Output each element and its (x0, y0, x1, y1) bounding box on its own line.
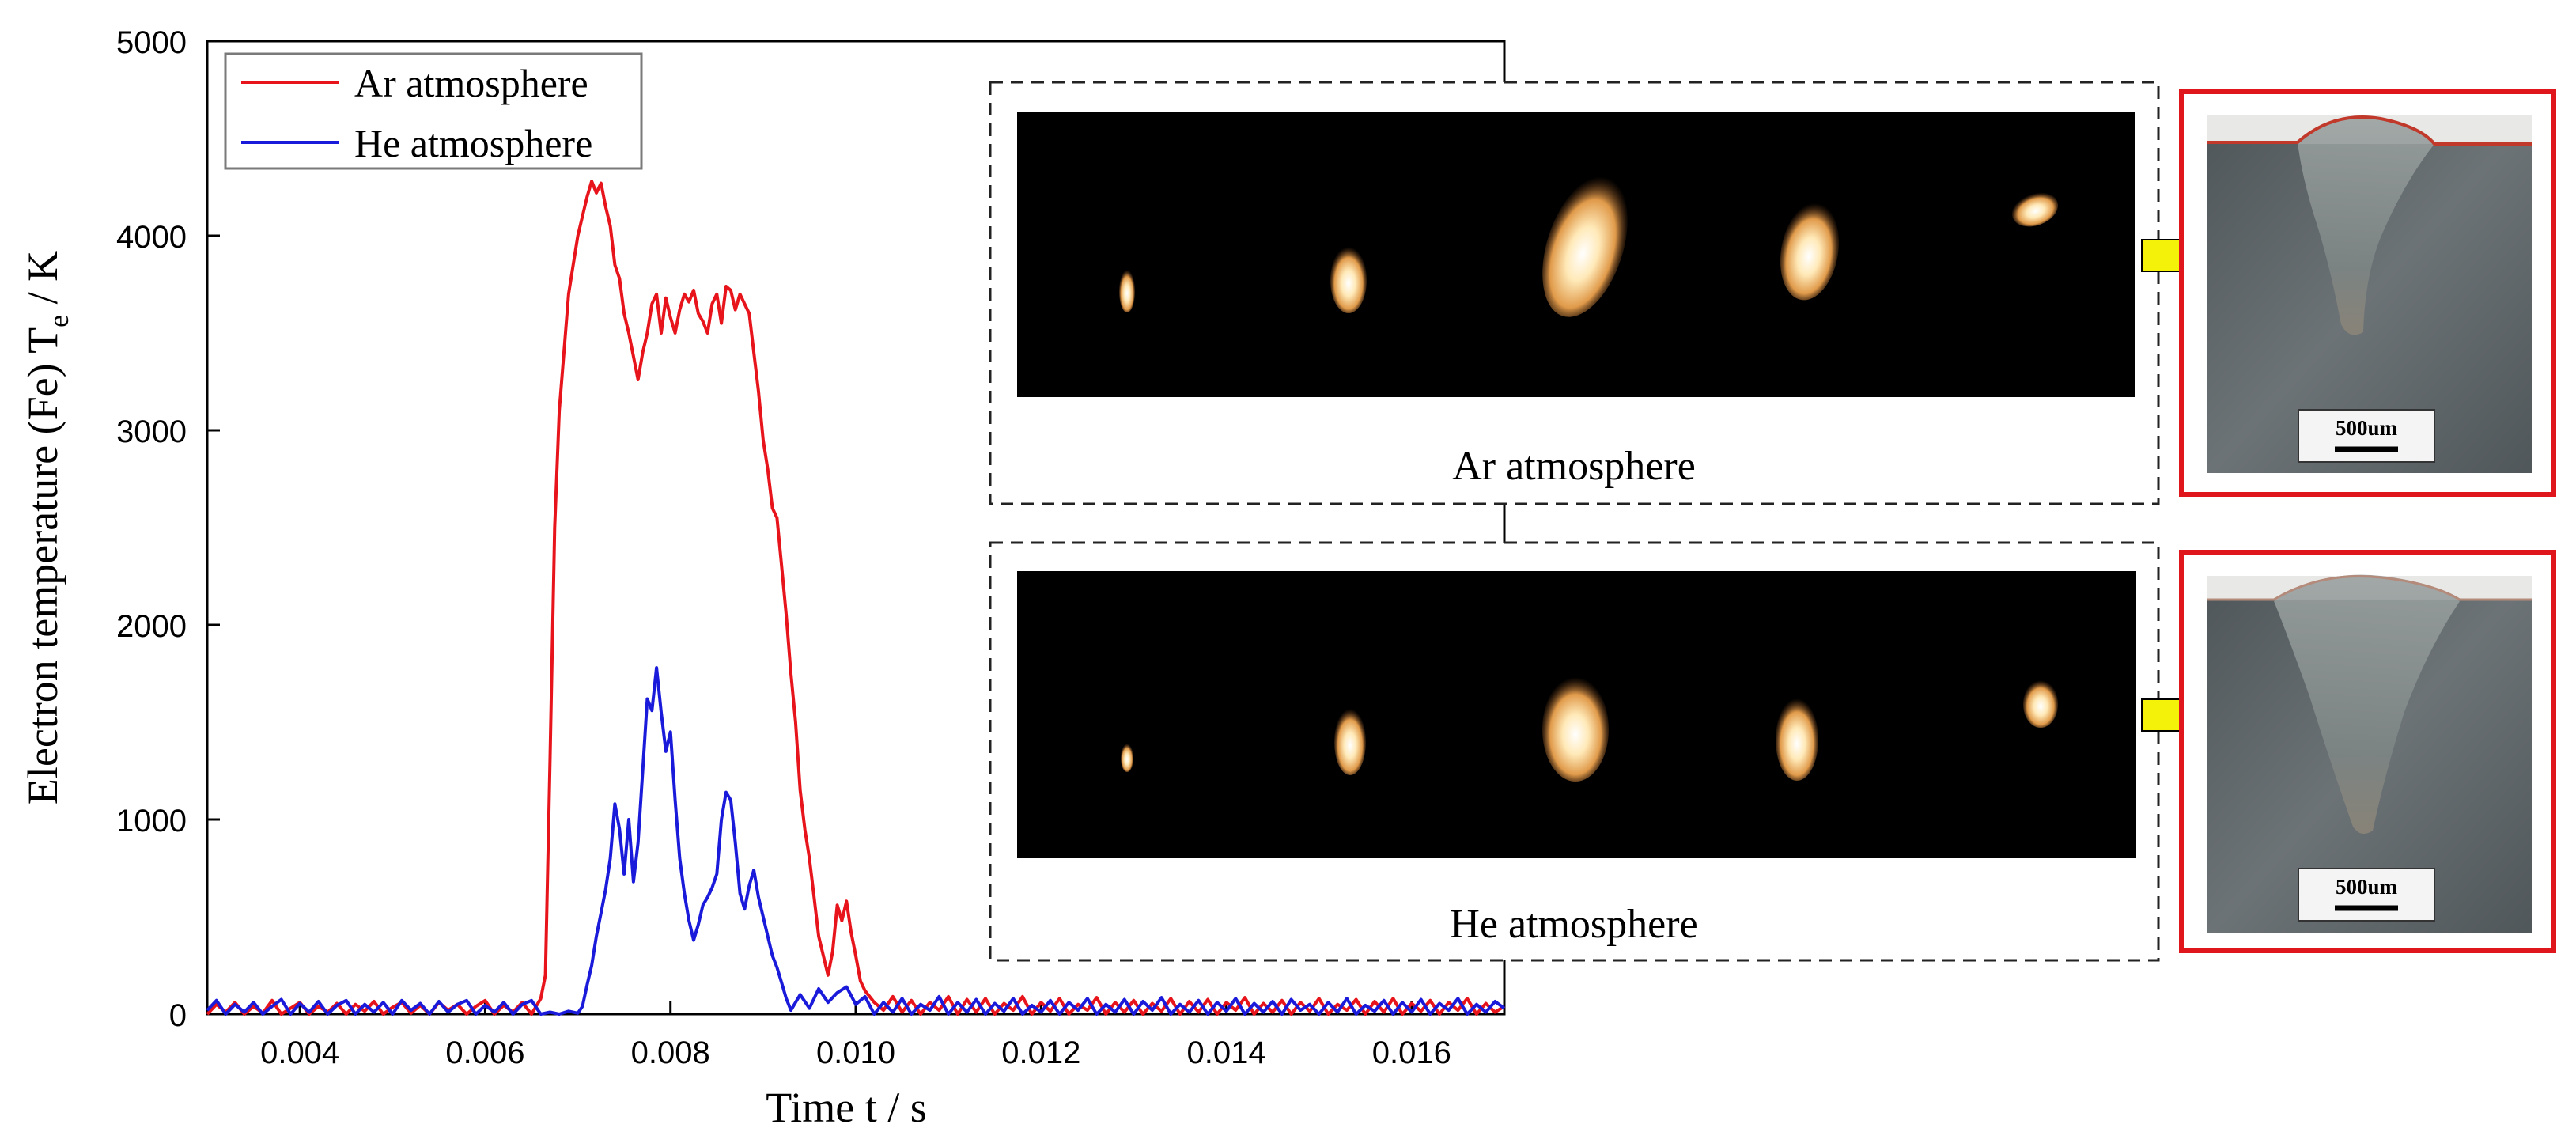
he-flame-5 (2023, 680, 2058, 728)
x-tick-label: 0.010 (816, 1035, 895, 1070)
ar-flame-4 (1780, 203, 1840, 301)
he-flame-4 (1776, 698, 1818, 781)
chart: 0.004 0.006 0.008 0.010 0.012 0.014 0.016 0 100… (19, 25, 1506, 1131)
y-axis-label: Electron temperature (Fe) Te / K (19, 251, 74, 804)
x-tick-label: 0.016 (1372, 1035, 1451, 1070)
he-weld-bead (2274, 574, 2460, 834)
he-scale-box (2298, 868, 2435, 922)
y-tick-label: 0 (169, 998, 187, 1033)
y-axis-ticks: 0 1000 2000 3000 4000 5000 (116, 25, 220, 1033)
y-tick-label: 4000 (116, 220, 187, 255)
y-tick-label: 3000 (116, 415, 187, 449)
x-axis-label: Time t / s (766, 1084, 927, 1131)
he-panel-label: He atmosphere (1450, 902, 1697, 947)
x-tick-label: 0.004 (260, 1035, 339, 1070)
he-flame-2 (1334, 709, 1366, 775)
ar-panel-label: Ar atmosphere (1452, 444, 1696, 489)
ar-surface-reinforcement (2207, 115, 2532, 146)
he-surface-reinforcement (2207, 575, 2532, 601)
ar-photo-panel: Ar atmosphere (989, 81, 2160, 505)
he-flame-3 (1542, 677, 1609, 782)
he-weld-cross-section: 500um (2179, 550, 2556, 953)
y-axis-label-unit: / K (19, 251, 66, 315)
legend-label-ar: Ar atmosphere (354, 61, 588, 105)
legend-box (224, 52, 643, 170)
y-axis-label-main: Electron temperature (Fe) T (19, 327, 66, 804)
ar-weld-bead (2298, 117, 2434, 335)
ar-weld-cross-section: 500um (2179, 89, 2556, 497)
y-tick-label: 1000 (116, 804, 187, 838)
ar-flame-1 (1119, 270, 1135, 312)
he-scale-label: 500um (2336, 875, 2398, 899)
series-line-ar (206, 180, 1506, 1016)
x-tick-label: 0.014 (1187, 1035, 1266, 1070)
x-tick-label: 0.006 (445, 1035, 524, 1070)
ar-flame-3 (1542, 176, 1628, 317)
ar-scale-label: 500um (2336, 416, 2398, 440)
y-tick-label: 5000 (116, 25, 187, 60)
x-axis-ticks: 0.004 0.006 0.008 0.010 0.012 0.014 0.016 (260, 1001, 1451, 1070)
he-flame-1 (1121, 744, 1133, 772)
x-tick-label: 0.008 (631, 1035, 710, 1070)
ar-scale-box (2298, 409, 2435, 463)
y-tick-label: 2000 (116, 609, 187, 644)
ar-flame-2 (1330, 247, 1367, 313)
legend: Ar atmosphere He atmosphere (224, 52, 643, 170)
he-photo-panel: He atmosphere (989, 541, 2160, 962)
ar-flame-5 (2011, 192, 2059, 227)
series-line-he (206, 666, 1506, 1016)
y-axis-label-subscript: e (43, 315, 74, 327)
series-lines (206, 180, 1506, 1016)
legend-label-he: He atmosphere (354, 121, 592, 165)
x-tick-label: 0.012 (1001, 1035, 1080, 1070)
